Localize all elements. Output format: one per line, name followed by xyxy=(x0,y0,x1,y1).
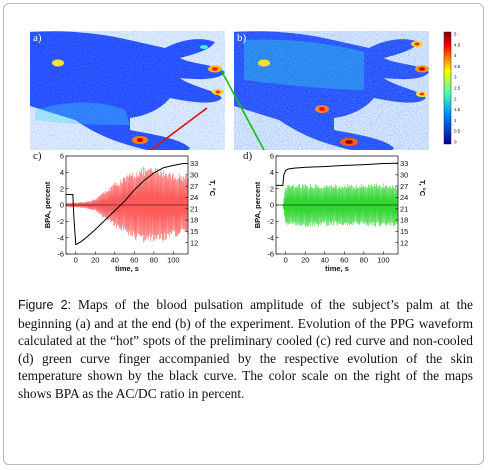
y-axis-label: BPA, percent xyxy=(253,181,262,228)
x-tick-label: 80 xyxy=(360,256,368,265)
colorbar-tick: 1.5 xyxy=(454,107,461,112)
temperature-series-line xyxy=(276,162,399,186)
y-tick-label: 0 xyxy=(270,201,274,210)
x-tick-label: 40 xyxy=(111,256,119,265)
y2-tick-label: 12 xyxy=(190,238,198,247)
y-tick-label: 6 xyxy=(60,152,64,161)
y2-tick-label: 15 xyxy=(190,227,198,236)
panel-label-c: c) xyxy=(33,150,42,162)
y-tick-label: 2 xyxy=(60,184,64,193)
x-tick-label: 0 xyxy=(74,256,78,265)
colorbar-tick: 3.5 xyxy=(454,64,461,69)
figure-label: Figure 2: xyxy=(18,298,72,312)
y2-tick-label: 33 xyxy=(400,159,408,168)
y2-tick-label: 12 xyxy=(400,238,408,247)
arrow-noncooled xyxy=(220,69,265,150)
y2-tick-label: 18 xyxy=(400,216,408,225)
x-tick-label: 100 xyxy=(167,256,180,265)
colorbar-tick: 4.5 xyxy=(454,42,461,47)
y-tick-label: -2 xyxy=(57,217,64,226)
y2-tick-label: 27 xyxy=(400,182,408,191)
y2-tick-label: 30 xyxy=(400,170,408,179)
colorbar: 5 4.5 4 3.5 3 2.5 2 1.5 1 0.5 0 xyxy=(443,32,461,145)
y-tick-label: -6 xyxy=(267,250,274,259)
y2-axis-label: T, °C xyxy=(418,180,427,197)
y-tick-label: -2 xyxy=(267,217,274,226)
x-axis-label: time, s xyxy=(115,264,139,273)
y2-tick-label: 15 xyxy=(400,227,408,236)
x-tick-label: 20 xyxy=(91,256,99,265)
x-tick-label: 20 xyxy=(301,256,309,265)
y2-tick-label: 18 xyxy=(190,216,198,225)
y-axis-label: BPA, percent xyxy=(43,181,52,228)
y-tick-label: 0 xyxy=(60,201,64,210)
colorbar-tick: 4 xyxy=(454,53,457,58)
arrow-cooled xyxy=(149,107,208,150)
map-b xyxy=(234,30,432,150)
caption-text: Maps of the blood pulsation amplitude of… xyxy=(18,297,473,401)
colorbar-tick: 0.5 xyxy=(454,129,461,134)
y2-tick-label: 33 xyxy=(190,159,198,168)
colorbar-tick: 2 xyxy=(454,96,457,101)
y-tick-label: 4 xyxy=(60,168,64,177)
y2-tick-label: 21 xyxy=(400,204,408,213)
colorbar-tick: 0 xyxy=(454,140,457,145)
colorbar-tick: 3 xyxy=(454,75,457,80)
map-a xyxy=(30,30,228,150)
x-tick-label: 60 xyxy=(340,256,348,265)
y-tick-label: -6 xyxy=(57,250,64,259)
panel-label-a: a) xyxy=(33,32,42,44)
y2-axis-label: T, °C xyxy=(208,180,217,197)
figure-caption: Figure 2: Maps of the blood pulsation am… xyxy=(18,296,473,403)
ppg-series-line xyxy=(276,183,398,227)
x-tick-label: 80 xyxy=(150,256,158,265)
y-tick-label: -4 xyxy=(57,233,64,242)
y2-tick-label: 21 xyxy=(190,204,198,213)
x-tick-label: 60 xyxy=(130,256,138,265)
y2-tick-label: 27 xyxy=(190,182,198,191)
temperature-series-line xyxy=(66,163,188,246)
colorbar-tick: 5 xyxy=(454,32,457,37)
y-tick-label: 2 xyxy=(270,184,274,193)
panel-label-b: b) xyxy=(237,32,247,44)
y-tick-label: -4 xyxy=(267,233,274,242)
colorbar-tick: 2.5 xyxy=(454,86,461,91)
panel-label-d: d) xyxy=(243,150,253,162)
y2-tick-label: 24 xyxy=(190,193,198,202)
colorbar-tick: 1 xyxy=(454,118,457,123)
y2-tick-label: 30 xyxy=(190,170,198,179)
palm-maps: 5 4.5 4 3.5 3 2.5 2 1.5 1 0.5 0 xyxy=(30,30,461,150)
x-axis-label: time, s xyxy=(325,264,349,273)
y-tick-label: 6 xyxy=(270,152,274,161)
y2-tick-label: 24 xyxy=(400,193,408,202)
y-tick-label: 4 xyxy=(270,168,274,177)
x-tick-label: 100 xyxy=(377,256,390,265)
ppg-series-line xyxy=(65,166,188,243)
x-tick-label: 40 xyxy=(321,256,329,265)
x-tick-label: 0 xyxy=(284,256,288,265)
